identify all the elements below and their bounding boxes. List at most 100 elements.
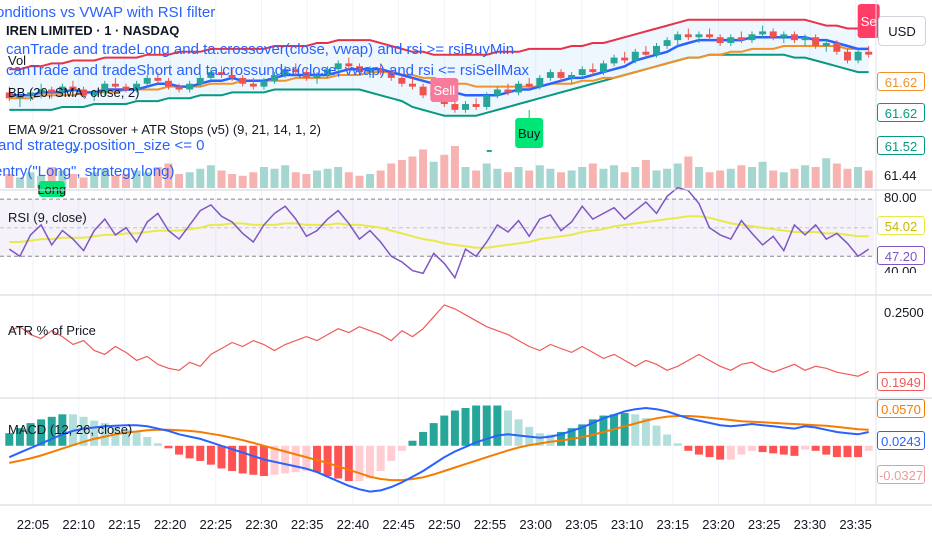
candle-body [90,92,98,96]
candle-body [451,104,459,110]
macd-histogram-bar [461,408,470,446]
atr-panel[interactable] [9,304,869,377]
macd-histogram-bar [175,445,184,455]
candle-body [27,92,35,96]
time-tick-label: 23:20 [702,517,735,532]
volume-bar [673,163,682,188]
rsi-panel[interactable] [0,186,874,280]
time-tick-label: 23:25 [747,517,781,532]
macd-histogram-bar [535,433,544,446]
macd-histogram-bar [312,445,321,473]
volume-legend[interactable]: Vol [8,53,27,68]
atr-top-label: 0.2500 [884,305,924,320]
candle-body [292,69,300,73]
volume-bar [843,168,852,188]
time-tick-label: 22:15 [108,517,141,532]
macd-histogram-bar [164,445,173,449]
panel-separators [0,0,932,506]
price-panel[interactable]: Buy Sell Se Long [5,4,880,197]
candle-body [48,89,56,93]
currency-button[interactable]: USD [878,16,926,46]
atr-line [9,304,869,377]
bb-legend[interactable]: BB (20, SMA, close, 2) [8,85,140,100]
volume-bar [864,170,873,188]
rsi-upper-label: 80.00 [884,190,917,205]
candle-body [111,83,119,87]
candle-body [260,80,268,87]
macd-histogram-bar [408,440,417,446]
macd-histogram-bar [790,445,799,456]
candle-body [780,34,788,38]
candle-body [302,72,310,78]
macd-histogram-bar [832,445,841,458]
sell-signal-right-text: Se [861,14,877,29]
candle-body [525,83,533,87]
candle-body [833,43,841,52]
candle-body [398,77,406,84]
macd-histogram-bar [47,416,56,446]
volume-bar [249,172,258,188]
candle-body [80,89,88,96]
rsi-legend[interactable]: RSI (9, close) [8,210,87,225]
volume-bar [779,172,788,188]
volume-bar [196,168,205,188]
volume-bar [588,163,597,188]
volume-bar [546,168,555,188]
time-tick-label: 22:55 [473,517,507,532]
volume-bar [238,175,247,188]
candle-body [175,86,183,90]
time-tick-label: 22:05 [16,517,50,532]
volume-bar [111,175,120,188]
volume-bar [737,165,746,188]
macd-histogram-bar [620,413,629,446]
candle-body [812,37,820,46]
bb-lower-line [9,53,869,117]
macd-panel[interactable] [5,405,873,493]
candle-body [196,77,204,84]
volume-bar [366,174,375,188]
volume-bar [68,174,77,188]
macd-histogram-bar [769,445,778,454]
macd-histogram-bar [779,445,788,455]
atr-legend[interactable]: ATR % of Price [8,323,96,338]
candle-body [642,51,650,55]
candle-body [716,37,724,44]
time-tick-label: 22:45 [382,517,415,532]
symbol-title[interactable]: IREN LIMITED · 1 · NASDAQ [6,23,180,38]
candle-body [154,77,162,81]
macd-histogram-bar [440,415,449,446]
buy-signal-text: Buy [518,126,541,141]
volume-bar [185,172,194,188]
macd-histogram-bar [206,445,215,465]
long-signal-box [38,181,65,197]
macd-histogram-bar [705,445,714,458]
macd-histogram-bar [249,445,258,475]
volume-bar [228,174,237,188]
macd-histogram-bar [355,445,364,482]
candle-body [578,69,586,75]
candle-body [228,75,236,78]
macd-histogram-bar [334,445,343,479]
volume-bar [100,168,109,188]
volume-bar [461,167,470,188]
ema-legend[interactable]: EMA 9/21 Crossover + ATR Stops (v5) (9, … [8,122,321,137]
macd-legend[interactable]: MACD (12, 26, close) [8,422,133,437]
volume-bar [822,158,831,188]
candle-body [419,86,427,96]
macd-histogram-bar [737,445,746,455]
macd-histogram-bar [472,405,481,446]
time-tick-label: 22:50 [428,517,461,532]
macd-histogram-bar [291,445,300,473]
volume-bar [652,170,661,188]
volume-bar [716,170,725,188]
volume-bar [355,175,364,188]
sell-signal-text: Sell [433,83,455,98]
sell-signal-box [430,78,459,102]
macd-histogram-bar [726,445,735,460]
volume-bar [801,165,810,188]
candle-body [769,31,777,38]
macd-histogram-bar [26,423,35,446]
candle-body [759,31,767,35]
macd-histogram-bar [673,443,682,446]
